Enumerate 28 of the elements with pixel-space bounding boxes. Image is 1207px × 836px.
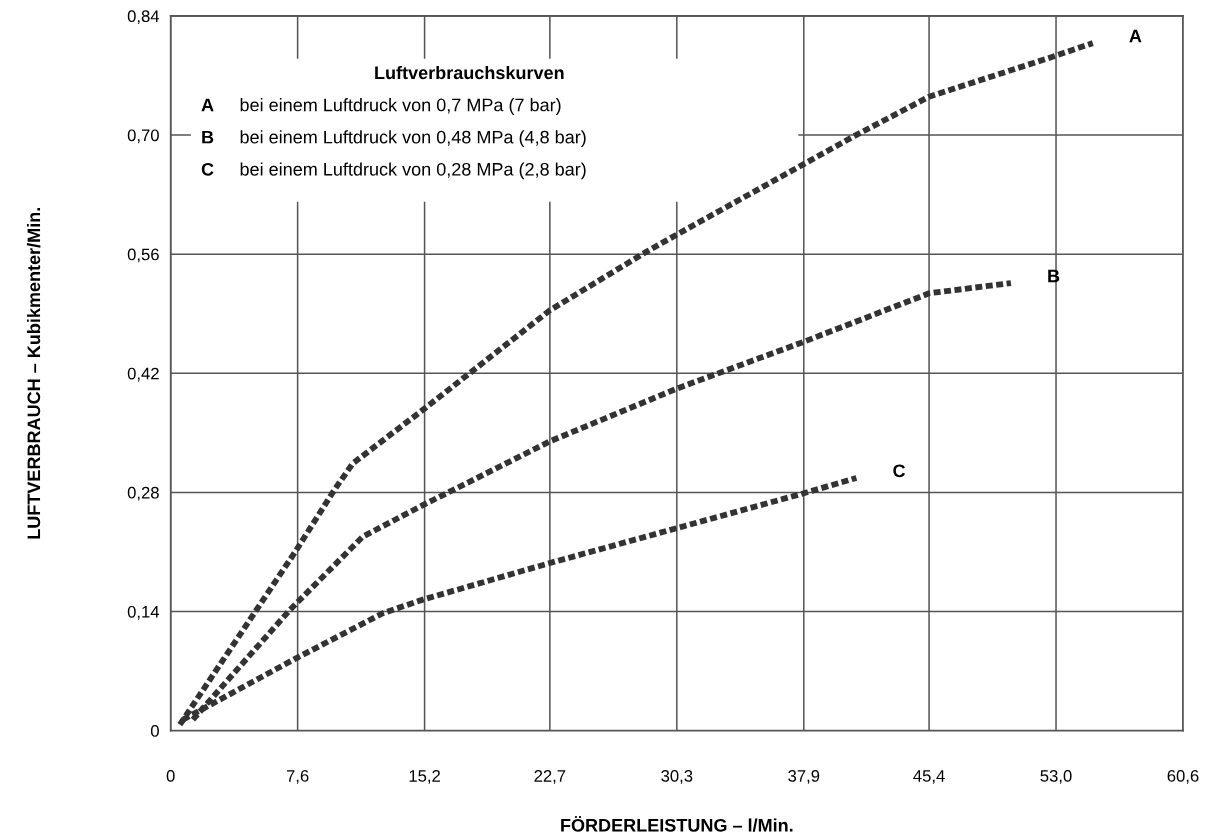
annotation: bei einem Luftdruck von 0,48 MPa (4,8 bar) — [240, 130, 586, 148]
annotation: bei einem Luftdruck von 0,28 MPa (2,8 bar) — [240, 162, 586, 180]
text: C — [893, 464, 906, 478]
text: B — [202, 130, 214, 144]
text: B — [1048, 269, 1060, 283]
x-tick-label: 45,4 — [913, 770, 945, 784]
y-tick-label: 0 — [150, 725, 159, 737]
y-tick-label: 0,42 — [127, 367, 159, 382]
x-tick-label: 60,6 — [1167, 769, 1199, 784]
y-tick-label: 0,70 — [127, 129, 159, 144]
y-tick-label: 0,84 — [127, 10, 160, 25]
x-tick-label: 30,3 — [661, 769, 693, 784]
x-tick-label: 0 — [166, 769, 175, 782]
x-tick-label: 7,6 — [286, 769, 309, 784]
x-tick-label: 15,2 — [409, 769, 440, 784]
text: A — [201, 98, 214, 112]
y-tick-label: 0,28 — [127, 486, 159, 501]
y-axis-title: LUFTVERBRAUCH – Kubikmenter/Min. — [26, 207, 41, 539]
text: A — [1129, 29, 1142, 43]
x-tick-label: 53,0 — [1040, 769, 1072, 784]
y-tick-label: 0,14 — [127, 605, 160, 620]
legend-title: Luftverbrauchskurven — [375, 65, 564, 80]
x-axis-title: FÖRDERLEISTUNG – l/Min. — [561, 816, 793, 832]
annotation: bei einem Luftdruck von 0,7 MPa (7 bar) — [240, 98, 561, 115]
x-tick-label: 22,7 — [534, 769, 566, 784]
x-tick-label: 37,9 — [788, 769, 820, 784]
y-tick-label: 0,56 — [127, 248, 159, 263]
text: C — [201, 162, 214, 176]
